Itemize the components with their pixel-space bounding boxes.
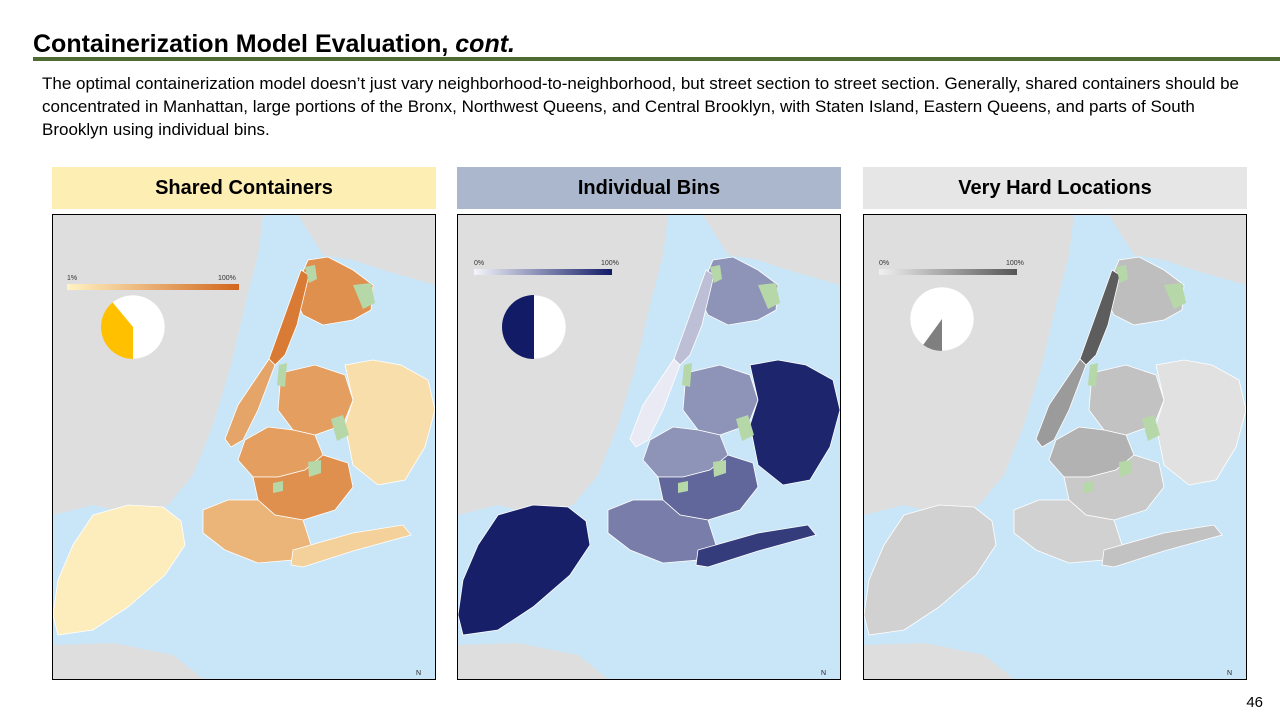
outside-land xyxy=(458,215,668,515)
legend-max-individual: 100% xyxy=(601,260,619,267)
park xyxy=(678,481,688,493)
map-individual-svg xyxy=(458,215,840,679)
legend-min-hard: 0% xyxy=(879,260,890,267)
park xyxy=(353,283,375,309)
panel-individual-bins: Individual Bins 0% 100% N xyxy=(457,167,841,680)
outside-land xyxy=(53,215,263,515)
legend-min-shared: 1% xyxy=(67,275,78,282)
north-arrow: N xyxy=(1226,670,1232,677)
slide-title-italic: cont. xyxy=(455,30,515,58)
legend-max-shared: 100% xyxy=(218,275,236,282)
park xyxy=(305,265,317,283)
region-staten xyxy=(864,504,997,636)
outside-land xyxy=(703,215,840,285)
outside-land xyxy=(53,643,203,679)
panel-shared-containers: Shared Containers 1% 100% N xyxy=(52,167,436,680)
region-manhattan-lower xyxy=(629,358,681,448)
outside-land xyxy=(458,643,608,679)
title-rule xyxy=(33,57,1280,61)
pie-slice xyxy=(502,295,534,359)
map-shared-containers: 1% 100% N xyxy=(52,214,436,680)
park xyxy=(758,283,780,309)
park xyxy=(331,415,349,441)
park xyxy=(277,363,287,387)
park xyxy=(736,415,754,441)
region-rockaway xyxy=(290,524,412,568)
outside-land xyxy=(864,643,1014,679)
outside-land xyxy=(298,215,435,285)
outside-land xyxy=(864,215,1074,515)
park xyxy=(713,460,726,477)
park xyxy=(1116,265,1128,283)
region-rockaway xyxy=(695,524,817,568)
panel-very-hard-locations: Very Hard Locations 0% 100% N xyxy=(863,167,1247,680)
map-shared-svg xyxy=(53,215,435,679)
legend-min-individual: 0% xyxy=(474,260,485,267)
park xyxy=(1084,481,1094,493)
region-queensE xyxy=(749,359,840,486)
region-staten xyxy=(458,504,591,636)
legend-max-hard: 100% xyxy=(1006,260,1024,267)
park xyxy=(710,265,722,283)
region-queensE xyxy=(1155,359,1246,486)
region-manhattan-lower xyxy=(224,358,276,448)
legend-bar-hard xyxy=(879,269,1017,275)
park xyxy=(682,363,692,387)
pie-slice xyxy=(923,319,942,351)
panel-title-individual: Individual Bins xyxy=(457,167,841,209)
legend-bar-shared xyxy=(67,284,239,290)
legend-bar-individual xyxy=(474,269,612,275)
slide-description: The optimal containerization model doesn… xyxy=(42,74,1239,139)
north-arrow: N xyxy=(820,670,826,677)
park xyxy=(308,460,321,477)
panel-title-shared: Shared Containers xyxy=(52,167,436,209)
park xyxy=(1142,415,1160,441)
region-queensE xyxy=(344,359,435,486)
park xyxy=(1119,460,1132,477)
region-staten xyxy=(53,504,186,636)
park xyxy=(1088,363,1098,387)
outside-land xyxy=(1109,215,1246,285)
park xyxy=(1164,283,1186,309)
panel-title-hard: Very Hard Locations xyxy=(863,167,1247,209)
park xyxy=(273,481,283,493)
slide-title: Containerization Model Evaluation, cont. xyxy=(33,30,515,58)
page-number: 46 xyxy=(1246,694,1263,711)
north-arrow: N xyxy=(415,670,421,677)
map-very-hard-locations: 0% 100% N xyxy=(863,214,1247,680)
map-hard-svg xyxy=(864,215,1246,679)
pie-slice xyxy=(100,302,133,359)
region-manhattan-lower xyxy=(1035,358,1087,448)
map-individual-bins: 0% 100% N xyxy=(457,214,841,680)
region-rockaway xyxy=(1101,524,1223,568)
